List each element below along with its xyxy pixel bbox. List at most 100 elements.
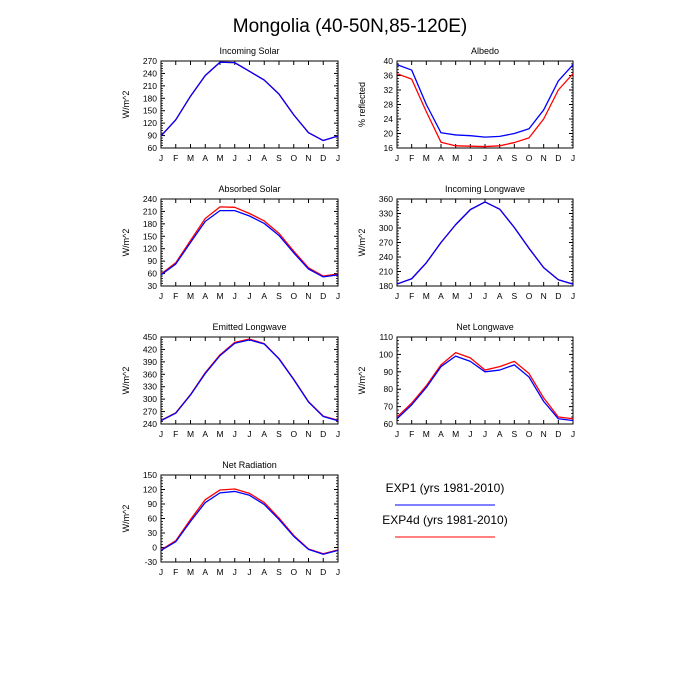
absorbed-solar-xtick-label: J bbox=[159, 291, 163, 301]
emitted-longwave-xtick-label: F bbox=[173, 429, 178, 439]
net-radiation-ytick-label: 120 bbox=[143, 485, 157, 495]
absorbed-solar-ytick-label: 60 bbox=[148, 269, 158, 279]
emitted-longwave-ytick-label: 240 bbox=[143, 419, 157, 429]
net-radiation-plot-frame bbox=[160, 474, 339, 563]
incoming-solar-xtick-label: J bbox=[247, 153, 251, 163]
incoming-solar-xtick-label: J bbox=[159, 153, 163, 163]
net-longwave-xtick-label: J bbox=[395, 429, 399, 439]
absorbed-solar-series-exp4d bbox=[160, 206, 339, 277]
net-radiation-xtick-label: J bbox=[159, 567, 163, 577]
albedo-xtick-label: J bbox=[483, 153, 487, 163]
net-radiation-ytick-label: 60 bbox=[148, 514, 158, 524]
incoming-longwave-xtick-label: J bbox=[395, 291, 399, 301]
absorbed-solar-xtick-label: J bbox=[336, 291, 340, 301]
incoming-solar-xtick-label: D bbox=[320, 153, 326, 163]
incoming-solar-title: Incoming Solar bbox=[219, 46, 279, 56]
net-longwave-ytick-label: 100 bbox=[379, 349, 393, 359]
net-longwave-ytick-label: 60 bbox=[384, 419, 394, 429]
net-radiation-xtick-label: J bbox=[233, 567, 237, 577]
incoming-longwave-xtick-label: D bbox=[555, 291, 561, 301]
emitted-longwave-xtick-label: N bbox=[305, 429, 311, 439]
incoming-solar-xtick-label: M bbox=[187, 153, 194, 163]
net-radiation-xtick-label: D bbox=[320, 567, 326, 577]
incoming-longwave-ytick-label: 300 bbox=[379, 223, 393, 233]
emitted-longwave-xtick-label: J bbox=[336, 429, 340, 439]
panel-emitted-longwave: Emitted Longwave 240 270 300 330 360 390 420 450… bbox=[121, 322, 340, 439]
net-longwave-xtick-label: A bbox=[438, 429, 444, 439]
emitted-longwave-ytick-label: 360 bbox=[143, 369, 157, 379]
emitted-longwave-ytick-label: 300 bbox=[143, 394, 157, 404]
albedo-xtick-label: A bbox=[438, 153, 444, 163]
net-radiation-xtick-label: N bbox=[305, 567, 311, 577]
emitted-longwave-series-exp1 bbox=[160, 339, 339, 422]
incoming-longwave-xtick-label: A bbox=[497, 291, 503, 301]
net-radiation-ylabel: W/m^2 bbox=[121, 505, 131, 533]
net-longwave-xtick-label: N bbox=[541, 429, 547, 439]
net-longwave-title: Net Longwave bbox=[456, 322, 514, 332]
albedo-xtick-label: A bbox=[497, 153, 503, 163]
legend-label-exp1: EXP1 (yrs 1981-2010) bbox=[386, 481, 505, 495]
legend: EXP1 (yrs 1981-2010) EXP4d (yrs 1981-2010… bbox=[382, 481, 508, 538]
albedo-xtick-label: O bbox=[526, 153, 533, 163]
albedo-ytick-label: 32 bbox=[384, 85, 394, 95]
albedo-series-exp1 bbox=[396, 64, 574, 138]
incoming-longwave-xtick-label: J bbox=[468, 291, 472, 301]
net-radiation-series-exp1 bbox=[160, 490, 339, 555]
net-longwave-ytick-label: 70 bbox=[384, 402, 394, 412]
emitted-longwave-ylabel: W/m^2 bbox=[121, 367, 131, 395]
incoming-solar-xtick-label: S bbox=[276, 153, 282, 163]
absorbed-solar-ytick-label: 120 bbox=[143, 244, 157, 254]
incoming-longwave-ytick-label: 180 bbox=[379, 281, 393, 291]
net-radiation-xtick-label: M bbox=[216, 567, 223, 577]
net-longwave-ytick-label: 110 bbox=[379, 332, 393, 342]
absorbed-solar-xtick-label: S bbox=[276, 291, 282, 301]
net-radiation-xtick-label: A bbox=[202, 567, 208, 577]
albedo-xtick-label: N bbox=[541, 153, 547, 163]
incoming-longwave-ylabel: W/m^2 bbox=[357, 229, 367, 257]
albedo-ytick-label: 20 bbox=[384, 129, 394, 139]
net-longwave-xtick-label: A bbox=[497, 429, 503, 439]
incoming-solar-xtick-label: A bbox=[261, 153, 267, 163]
incoming-solar-xtick-label: J bbox=[233, 153, 237, 163]
incoming-solar-xtick-label: M bbox=[216, 153, 223, 163]
net-radiation-ytick-label: 150 bbox=[143, 470, 157, 480]
figure-title: Mongolia (40-50N,85-120E) bbox=[233, 16, 467, 37]
net-longwave-xtick-label: M bbox=[423, 429, 430, 439]
incoming-longwave-ytick-label: 210 bbox=[379, 267, 393, 277]
emitted-longwave-xtick-label: A bbox=[261, 429, 267, 439]
albedo-ytick-label: 28 bbox=[384, 100, 394, 110]
net-radiation-ytick-label: 90 bbox=[148, 499, 158, 509]
net-longwave-ytick-label: 80 bbox=[384, 384, 394, 394]
incoming-longwave-xtick-label: M bbox=[423, 291, 430, 301]
emitted-longwave-xtick-label: O bbox=[290, 429, 297, 439]
net-radiation-ytick-label: 0 bbox=[152, 543, 157, 553]
incoming-solar-ylabel: W/m^2 bbox=[121, 91, 131, 119]
absorbed-solar-ytick-label: 90 bbox=[148, 256, 158, 266]
net-longwave-xtick-label: J bbox=[483, 429, 487, 439]
absorbed-solar-title: Absorbed Solar bbox=[218, 184, 280, 194]
absorbed-solar-xtick-label: M bbox=[187, 291, 194, 301]
emitted-longwave-xtick-label: J bbox=[159, 429, 163, 439]
net-radiation-xtick-label: O bbox=[290, 567, 297, 577]
albedo-xtick-label: M bbox=[452, 153, 459, 163]
net-radiation-ytick-label: -30 bbox=[145, 557, 158, 567]
absorbed-solar-xtick-label: A bbox=[202, 291, 208, 301]
emitted-longwave-xtick-label: D bbox=[320, 429, 326, 439]
absorbed-solar-xtick-label: D bbox=[320, 291, 326, 301]
incoming-solar-xtick-label: J bbox=[336, 153, 340, 163]
incoming-longwave-ytick-label: 360 bbox=[379, 194, 393, 204]
net-longwave-ytick-label: 90 bbox=[384, 367, 394, 377]
incoming-longwave-xtick-label: S bbox=[511, 291, 517, 301]
net-longwave-xtick-label: J bbox=[571, 429, 575, 439]
albedo-ylabel: % reflected bbox=[357, 82, 367, 127]
net-longwave-ylabel: W/m^2 bbox=[357, 367, 367, 395]
incoming-solar-ytick-label: 240 bbox=[143, 68, 157, 78]
net-radiation-series-exp4d bbox=[160, 488, 339, 555]
incoming-longwave-xtick-label: J bbox=[483, 291, 487, 301]
incoming-longwave-xtick-label: N bbox=[541, 291, 547, 301]
emitted-longwave-ytick-label: 390 bbox=[143, 357, 157, 367]
